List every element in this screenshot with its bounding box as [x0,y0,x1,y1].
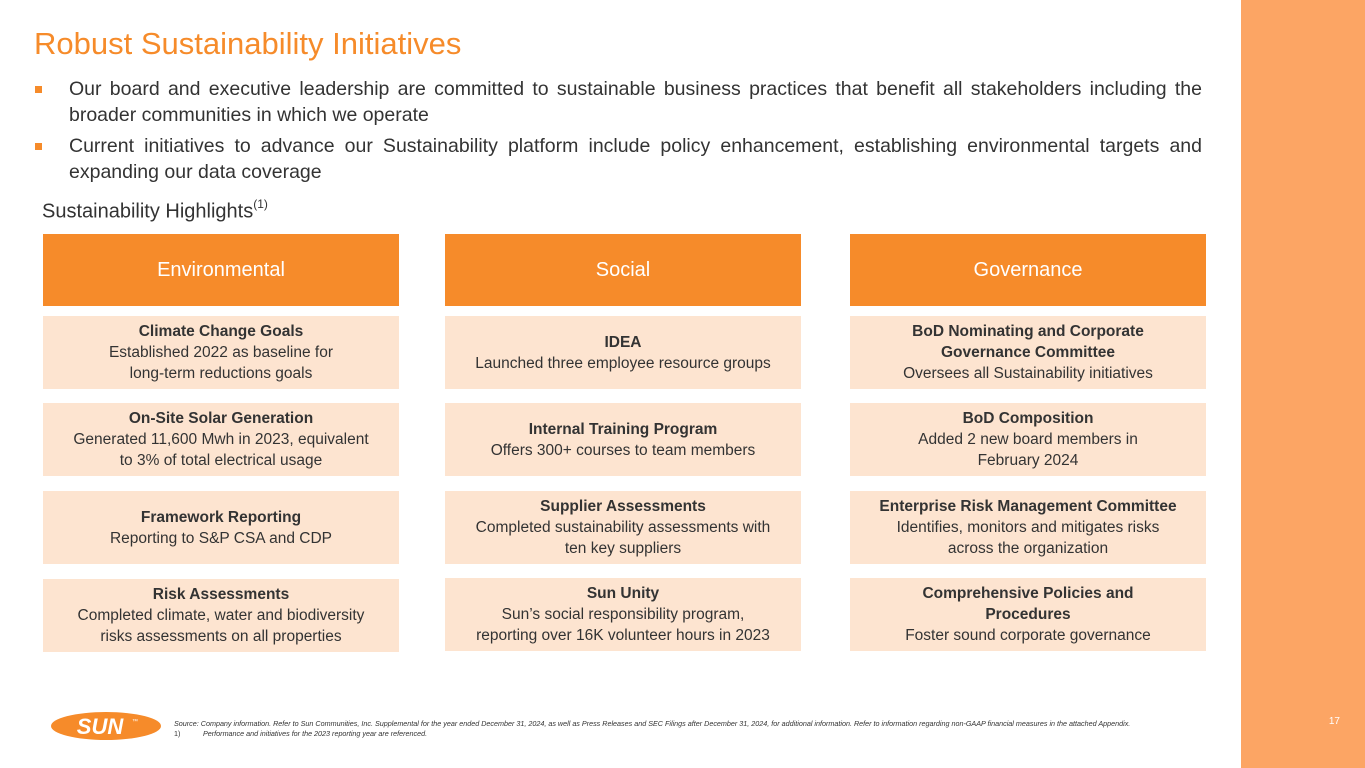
card-line: ten key suppliers [564,540,682,557]
highlight-card: Risk Assessments Completed climate, wate… [43,579,399,652]
social-column: Social IDEA Launched three employee reso… [445,234,801,651]
highlights-heading: Sustainability Highlights(1) [42,197,268,224]
card-title: Supplier Assessments [540,498,706,515]
highlight-card: Climate Change Goals Established 2022 as… [43,316,399,389]
card-title: Framework Reporting [140,508,302,526]
highlight-card: Internal Training Program Offers 300+ co… [445,403,801,476]
highlight-card: Enterprise Risk Management Committee Ide… [850,491,1206,564]
card-line: Generated 11,600 Mwh in 2023, equivalent [73,431,369,448]
column-header: Environmental [43,234,399,306]
highlight-card: Supplier Assessments Completed sustainab… [445,491,801,564]
card-line: across the organization [947,540,1109,557]
card-line: Added 2 new board members in [918,431,1138,448]
logo-trademark: ™ [132,718,138,725]
card-title: BoD Nominating and Corporate Governance … [912,323,1144,361]
card-line: Completed climate, water and biodiversit… [77,607,365,624]
card-line: long-term reductions goals [129,365,313,382]
highlights-title: Sustainability Highlights [42,200,254,223]
card-line: Offers 300+ courses to team members [490,441,756,459]
highlight-card: BoD Composition Added 2 new board member… [850,403,1206,476]
square-bullet-icon [35,143,42,150]
card-line: Launched three employee resource groups [475,354,771,372]
highlight-card: Sun Unity Sun’s social responsibility pr… [445,578,801,651]
card-title: BoD Composition [962,410,1094,427]
card-title: Climate Change Goals [138,323,304,340]
bullet-item: Our board and executive leadership are c… [34,76,1202,128]
highlight-card: IDEA Launched three employee resource gr… [445,316,801,389]
card-line: to 3% of total electrical usage [119,452,323,469]
highlight-card: On-Site Solar Generation Generated 11,60… [43,403,399,476]
source-text: Source: Company information. Refer to Su… [174,719,1131,728]
card-line: Established 2022 as baseline for [108,344,334,361]
column-header: Social [445,234,801,306]
card-title: Enterprise Risk Management Committee [879,498,1177,515]
card-line: Sun’s social responsibility program, [501,606,745,623]
card-line: Reporting to S&P CSA and CDP [109,529,332,547]
highlight-card: Comprehensive Policies and Procedures Fo… [850,578,1206,651]
card-title: IDEA [604,333,642,351]
footnote-number: 1) [174,728,181,738]
card-line: Identifies, monitors and mitigates risks [896,519,1160,536]
footnote-reference: (1) [253,197,268,211]
footnote-line: 1) Performance and initiatives for the 20… [174,729,1234,739]
card-line: reporting over 16K volunteer hours in 20… [476,627,770,644]
highlight-card: Framework Reporting Reporting to S&P CSA… [43,491,399,564]
page-title: Robust Sustainability Initiatives [34,26,462,61]
card-line: Foster sound corporate governance [905,627,1151,644]
logo-text: SUN [77,714,125,739]
footnote-text: Performance and initiatives for the 2023… [203,728,428,738]
card-title: Internal Training Program [528,420,718,438]
card-title: On-Site Solar Generation [128,410,314,427]
bullet-text: Our board and executive leadership are c… [69,78,1202,126]
intro-bullet-list: Our board and executive leadership are c… [34,76,1202,190]
card-line: February 2024 [977,452,1079,469]
card-title: Sun Unity [586,585,660,602]
governance-column: Governance BoD Nominating and Corporate … [850,234,1206,651]
column-header: Governance [850,234,1206,306]
square-bullet-icon [35,86,42,93]
card-title: Comprehensive Policies and Procedures [922,585,1134,623]
card-line: Oversees all Sustainability initiatives [903,365,1153,382]
environmental-column: Environmental Climate Change Goals Estab… [43,234,399,652]
page-number: 17 [1328,716,1340,727]
sun-logo: SUN ™ [51,712,161,740]
card-line: Completed sustainability assessments wit… [475,519,771,536]
highlight-card: BoD Nominating and Corporate Governance … [850,316,1206,389]
card-line: risks assessments on all properties [100,628,342,645]
bullet-item: Current initiatives to advance our Susta… [34,133,1202,185]
card-title: Risk Assessments [152,586,290,603]
bullet-text: Current initiatives to advance our Susta… [69,135,1202,183]
source-footnote: Source: Company information. Refer to Su… [174,719,1234,738]
right-accent-bar: 17 [1241,0,1365,768]
